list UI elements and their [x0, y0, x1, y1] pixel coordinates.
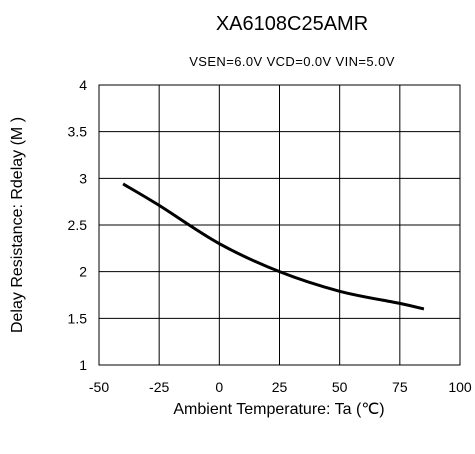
grid: [99, 85, 460, 365]
chart-title: XA6108C25AMR: [216, 13, 368, 35]
y-tick-label: 3.5: [68, 124, 88, 140]
x-axis-label: Ambient Temperature: Ta (℃): [173, 401, 384, 418]
y-tick-label: 3: [79, 170, 87, 186]
x-tick-label: 100: [448, 379, 472, 395]
y-axis-label: Delay Resistance: Rdelay (M ): [9, 117, 26, 333]
y-tick-label: 1.5: [68, 310, 88, 326]
y-tick-label: 1: [79, 357, 87, 373]
x-tick-label: 75: [392, 379, 408, 395]
series-group: [122, 182, 425, 311]
y-axis-ticks: 1 1.5 2 2.5 3 3.5 4: [68, 77, 88, 373]
y-tick-label: 2.5: [68, 217, 88, 233]
x-tick-label: 25: [272, 379, 288, 395]
y-tick-label: 2: [79, 264, 87, 280]
x-axis-ticks: -50 -25 0 25 50 75 100: [89, 379, 472, 395]
y-tick-label: 4: [79, 77, 87, 93]
chart-subtitle: VSEN=6.0V VCD=0.0V VIN=5.0V: [189, 54, 395, 69]
x-tick-label: 50: [332, 379, 348, 395]
x-tick-label: -25: [149, 379, 169, 395]
plot-area-frame: [98, 84, 461, 366]
x-tick-label: 0: [215, 379, 223, 395]
x-tick-label: -50: [89, 379, 109, 395]
series-line: [122, 182, 425, 311]
